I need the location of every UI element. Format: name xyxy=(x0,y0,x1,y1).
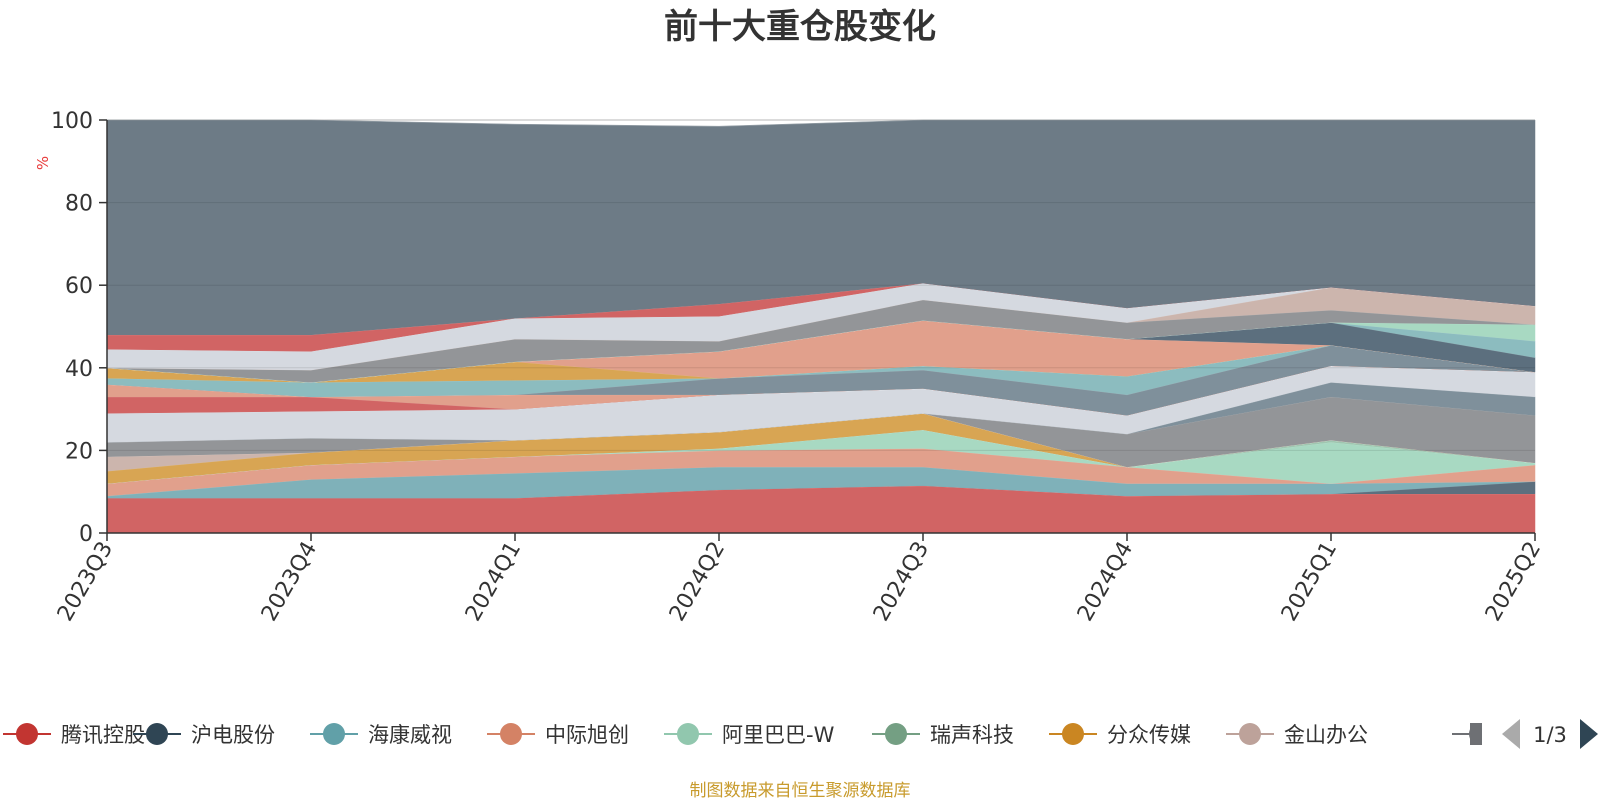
area-series-edge-24 xyxy=(107,119,1535,127)
legend-item-6[interactable]: 分众传媒 xyxy=(1049,723,1191,747)
legend-marker-1 xyxy=(146,723,168,745)
legend-item-2[interactable]: 海康威视 xyxy=(310,723,452,747)
y-tick-label-100: 100 xyxy=(51,109,93,134)
legend-label-1: 沪电股份 xyxy=(191,723,275,747)
legend-marker-7 xyxy=(1239,723,1261,745)
y-tick-label-0: 0 xyxy=(79,522,93,547)
y-tick-label-80: 80 xyxy=(65,192,93,217)
legend-next-page-icon[interactable] xyxy=(1580,719,1598,749)
legend: 腾讯控股 沪电股份 海康威视 中际旭创 阿里巴巴-W 瑞声科技 分众传媒 金山办公 1/3 xyxy=(3,719,1598,749)
x-tick-label-2024Q2: 2024Q2 xyxy=(665,538,730,626)
y-axis-ticks: 0 20 40 60 80 100 xyxy=(51,109,107,547)
x-tick-label-2024Q4: 2024Q4 xyxy=(1073,538,1138,626)
legend-label-5: 瑞声科技 xyxy=(930,723,1014,747)
legend-label-7: 金山办公 xyxy=(1284,723,1368,747)
legend-marker-2 xyxy=(323,723,345,745)
x-tick-label-2024Q1: 2024Q1 xyxy=(461,538,526,626)
x-axis-ticks: 2023Q3 2023Q4 2024Q1 2024Q2 2024Q3 2024Q4 2025… xyxy=(53,533,1546,626)
y-axis-unit-label: % xyxy=(34,156,52,170)
area-series-24 xyxy=(106,119,1536,336)
legend-label-3: 中际旭创 xyxy=(545,723,629,747)
legend-item-3[interactable]: 中际旭创 xyxy=(487,723,629,747)
data-source-footer: 制图数据来自恒生聚源数据库 xyxy=(690,781,911,800)
legend-label-0: 腾讯控股 xyxy=(61,723,145,747)
legend-marker-3 xyxy=(500,723,522,745)
legend-marker-partial-body xyxy=(1470,723,1482,745)
legend-item-5[interactable]: 瑞声科技 xyxy=(872,723,1014,747)
legend-label-4: 阿里巴巴-W xyxy=(722,723,835,747)
legend-marker-0 xyxy=(16,723,38,745)
x-tick-label-2023Q4: 2023Q4 xyxy=(257,538,322,626)
stacked-areas xyxy=(106,119,1536,534)
legend-item-0[interactable]: 腾讯控股 xyxy=(3,723,145,747)
legend-item-1[interactable]: 沪电股份 xyxy=(133,723,275,747)
y-tick-label-40: 40 xyxy=(65,357,93,382)
x-tick-label-2024Q3: 2024Q3 xyxy=(869,538,934,626)
chart-title: 前十大重仓股变化 xyxy=(664,7,936,47)
legend-item-7[interactable]: 金山办公 xyxy=(1226,723,1368,747)
legend-page-indicator: 1/3 xyxy=(1533,723,1567,747)
legend-marker-6 xyxy=(1062,723,1084,745)
legend-item-partial[interactable] xyxy=(1452,723,1482,745)
y-tick-label-60: 60 xyxy=(65,274,93,299)
x-tick-label-2025Q1: 2025Q1 xyxy=(1277,538,1342,626)
legend-label-2: 海康威视 xyxy=(368,723,452,747)
axes xyxy=(106,120,1535,534)
legend-item-4[interactable]: 阿里巴巴-W xyxy=(664,723,835,747)
y-tick-label-20: 20 xyxy=(65,439,93,464)
legend-marker-4 xyxy=(677,723,699,745)
legend-prev-page-icon[interactable] xyxy=(1502,719,1520,749)
legend-marker-5 xyxy=(885,723,907,745)
x-tick-label-2023Q3: 2023Q3 xyxy=(53,538,118,626)
x-tick-label-2025Q2: 2025Q2 xyxy=(1481,538,1546,626)
legend-label-6: 分众传媒 xyxy=(1107,723,1191,747)
